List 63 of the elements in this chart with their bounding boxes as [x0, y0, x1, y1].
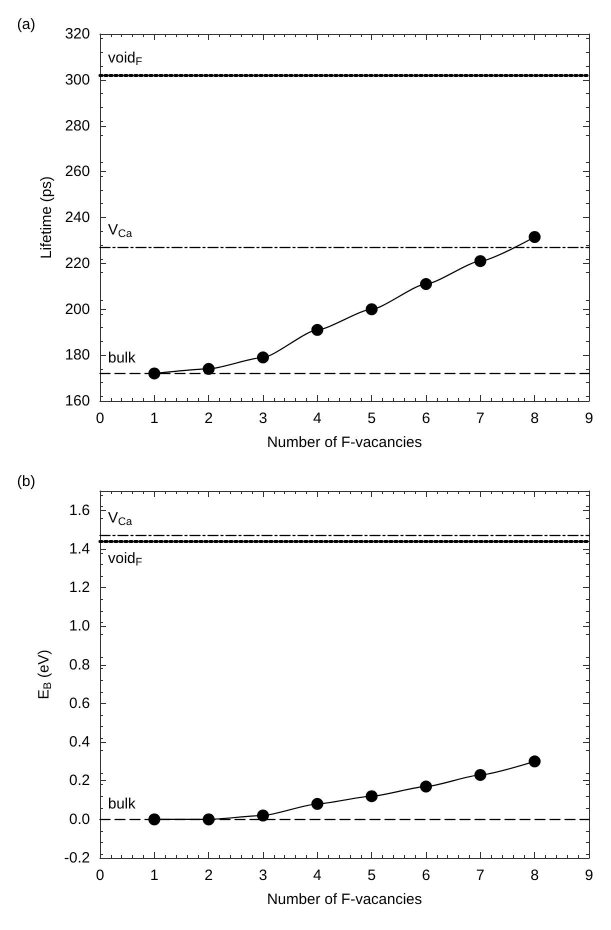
y-tick-label: 0.4: [69, 734, 90, 751]
y-tick-label: 0.8: [69, 656, 90, 674]
x-tick-label: 3: [258, 867, 268, 884]
point: [420, 278, 432, 290]
y-tick-label: 1.4: [69, 540, 90, 558]
point: [311, 324, 324, 336]
x-tick-label: 6: [422, 410, 430, 427]
y-axis-title: EB (eV): [35, 650, 54, 700]
y-tick-label: 280: [64, 117, 90, 134]
x-tick-label: 2: [204, 867, 213, 884]
x-tick-label: 0: [96, 410, 104, 427]
chart-title: (b): [17, 473, 36, 490]
y-tick-label: 260: [64, 163, 90, 180]
y-tick-label: 0.0: [69, 810, 90, 828]
x-tick-label: 4: [313, 410, 322, 427]
y-tick-label: 1.0: [69, 618, 90, 635]
y-tick-label: 320: [64, 26, 90, 42]
chart-title: (a): [17, 16, 36, 33]
x-tick-label: 1: [150, 867, 159, 884]
y-tick-label: 240: [64, 209, 90, 226]
y-tick-label: 220: [64, 254, 90, 272]
y-tick-label: 1.2: [69, 579, 90, 596]
point: [420, 780, 432, 793]
point: [148, 367, 160, 380]
x-tick-label: 1: [150, 410, 159, 427]
point: [474, 255, 486, 268]
x-tick-label: 7: [476, 867, 485, 884]
point: [257, 351, 269, 364]
ref-line-label: bulk: [108, 349, 136, 366]
x-axis-title: Number of F-vacancies: [266, 434, 422, 451]
x-tick-label: 9: [584, 867, 594, 884]
y-tick-label: 160: [64, 392, 90, 410]
point: [311, 798, 324, 810]
x-axis-title: Number of F-vacancies: [266, 891, 422, 908]
point: [528, 231, 541, 243]
x-tick-label: 7: [476, 410, 485, 427]
point: [202, 362, 215, 375]
x-tick-label: 5: [367, 867, 376, 884]
x-tick-label: 4: [313, 867, 322, 884]
x-tick-label: 8: [530, 410, 539, 427]
ref-line-label: bulk: [108, 795, 136, 812]
x-tick-label: 8: [530, 867, 539, 884]
point: [202, 813, 215, 826]
point: [257, 810, 269, 822]
y-tick-label: 0.2: [69, 772, 90, 790]
point: [366, 303, 378, 316]
y-tick-label: 180: [64, 346, 90, 364]
x-tick-label: 3: [258, 410, 268, 427]
y-tick-label: 300: [64, 71, 90, 88]
y-tick-label: -0.2: [64, 850, 90, 866]
x-tick-label: 6: [422, 867, 430, 884]
point: [366, 790, 378, 802]
point: [148, 813, 160, 826]
y-tick-label: 1.6: [69, 502, 90, 519]
y-axis-title: Lifetime (ps): [38, 176, 56, 259]
point: [474, 768, 486, 781]
x-tick-label: 9: [584, 410, 594, 427]
point: [528, 755, 541, 768]
y-tick-label: 200: [64, 300, 90, 318]
y-tick-label: 0.6: [69, 694, 90, 712]
x-tick-label: 0: [96, 867, 104, 884]
x-tick-label: 2: [204, 410, 213, 427]
x-tick-label: 5: [367, 410, 376, 427]
